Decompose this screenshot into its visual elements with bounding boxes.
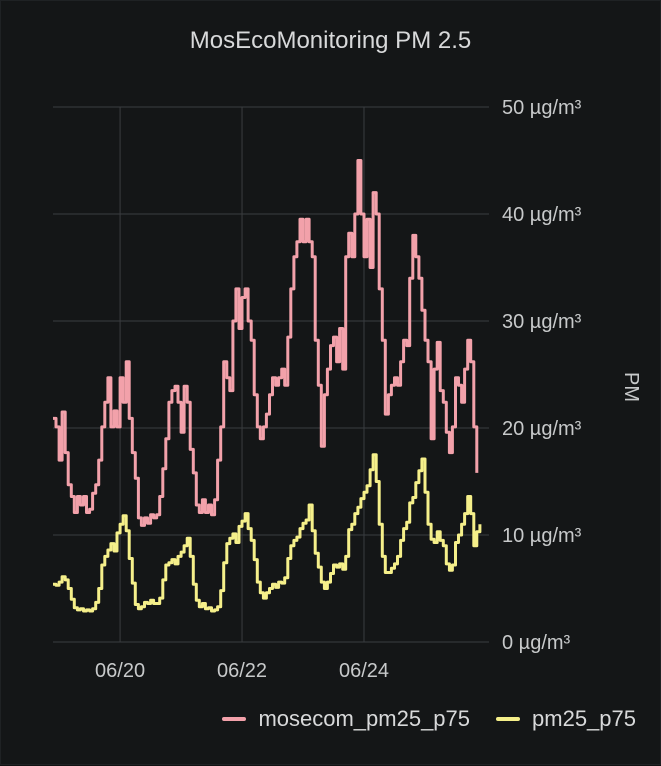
x-axis: 06/20 06/22 06/24 [95,660,389,682]
series-line-pm25_p75[interactable] [53,453,482,613]
y-tick-label: 40 µg/m³ [502,204,582,226]
legend: mosecom_pm25_p75 pm25_p75 [222,706,636,732]
series-line-mosecom_pm25_p75[interactable] [53,159,479,527]
y-tick-label: 10 µg/m³ [502,525,582,547]
legend-label: pm25_p75 [532,706,636,731]
x-tick-label: 06/24 [339,660,389,682]
legend-swatch [222,717,247,721]
y-axis-title: PM [620,372,642,402]
x-tick-label: 06/20 [95,660,145,682]
y-tick-label: 0 µg/m³ [502,632,571,654]
grid-layer [53,106,489,643]
chart-title: MosEcoMonitoring PM 2.5 [189,27,472,54]
y-tick-label: 30 µg/m³ [502,311,582,333]
y-tick-label: 50 µg/m³ [502,97,582,119]
legend-label: mosecom_pm25_p75 [258,706,471,731]
y-axis: 0 µg/m³ 10 µg/m³ 20 µg/m³ 30 µg/m³ 40 µg/m³ 5… [502,97,582,654]
legend-item-mosecom_pm25_p75[interactable]: mosecom_pm25_p75 [222,706,470,732]
x-tick-label: 06/22 [217,660,267,682]
y-tick-label: 20 µg/m³ [502,418,582,440]
series-layer [53,159,482,613]
legend-item-pm25_p75[interactable]: pm25_p75 [496,706,636,732]
legend-swatch [496,717,521,721]
